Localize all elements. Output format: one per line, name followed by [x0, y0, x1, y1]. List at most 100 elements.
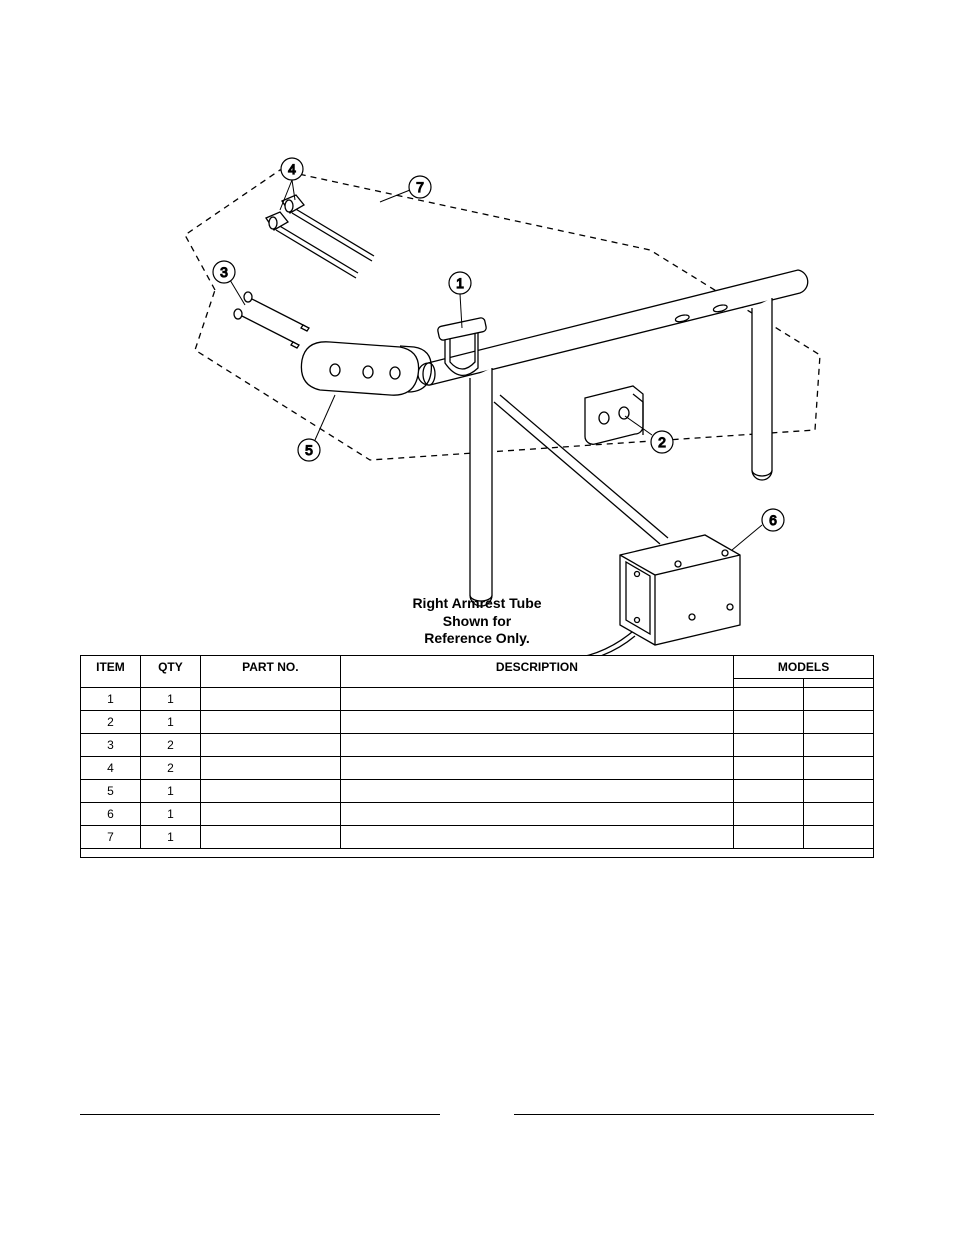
cell-b — [804, 757, 874, 780]
bolts-4 — [266, 195, 374, 278]
cell-item: 6 — [81, 803, 141, 826]
bolt-4a-shaft — [276, 225, 358, 278]
th-models: MODELS — [734, 656, 874, 679]
screw-3b-shaft — [250, 298, 305, 326]
cell-desc — [340, 711, 733, 734]
box-topscrew-1 — [675, 561, 681, 567]
cell-b — [804, 803, 874, 826]
th-part: PART NO. — [200, 656, 340, 688]
cell-part — [200, 803, 340, 826]
screws-3 — [234, 292, 309, 348]
callout-6-label: 6 — [769, 512, 777, 528]
plate-5 — [301, 342, 418, 395]
cell-b — [804, 734, 874, 757]
cell-a — [734, 826, 804, 849]
cell-item: 1 — [81, 688, 141, 711]
cell-part — [200, 780, 340, 803]
table-row: 3 2 — [81, 734, 874, 757]
th-item: ITEM — [81, 656, 141, 688]
parts-table-body: 1 1 2 1 3 2 — [81, 688, 874, 858]
box-topscrew-2 — [722, 550, 728, 556]
cell-desc — [340, 734, 733, 757]
bolt-4b-hex — [285, 200, 293, 212]
th-model-b — [804, 679, 874, 688]
callout-1: 1 — [449, 272, 471, 294]
cell-qty: 1 — [140, 803, 200, 826]
plate-5-body — [301, 342, 418, 395]
callout-7: 7 — [409, 176, 431, 198]
cell-a — [734, 780, 804, 803]
cell-part — [200, 711, 340, 734]
table-row: 1 1 — [81, 688, 874, 711]
bolt-4b-shaft — [292, 208, 374, 261]
callout-2-label: 2 — [658, 434, 666, 450]
cell-item: 2 — [81, 711, 141, 734]
cell-a — [734, 711, 804, 734]
callout-5-label: 5 — [305, 442, 313, 458]
callout-3-label: 3 — [220, 264, 228, 280]
screw-3a-head — [234, 309, 242, 319]
parts-table: ITEM QTY PART NO. DESCRIPTION MODELS 1 1 — [80, 655, 874, 858]
right-post — [752, 298, 772, 480]
caption-line-2: Shown for — [443, 613, 511, 629]
cell-a — [734, 734, 804, 757]
table-note — [81, 849, 874, 858]
callout-4-label: 4 — [288, 161, 296, 177]
table-row: 6 1 — [81, 803, 874, 826]
screw-3a-tip — [291, 342, 299, 348]
cell-item: 7 — [81, 826, 141, 849]
cell-desc — [340, 826, 733, 849]
cell-item: 3 — [81, 734, 141, 757]
cell-a — [734, 757, 804, 780]
screw-3a — [234, 309, 299, 348]
cell-desc — [340, 780, 733, 803]
th-desc: DESCRIPTION — [340, 656, 733, 688]
callout-5: 5 — [298, 439, 320, 461]
cell-part — [200, 826, 340, 849]
callout-1-label: 1 — [456, 275, 464, 291]
callout-3: 3 — [213, 261, 235, 283]
bolt-4b — [282, 195, 374, 261]
plate-5-hole-1 — [330, 364, 340, 376]
th-qty: QTY — [140, 656, 200, 688]
cell-desc — [340, 803, 733, 826]
callout-7-label: 7 — [416, 179, 424, 195]
screw-3b-tip — [301, 325, 309, 331]
screw-3a-shaft — [240, 315, 295, 343]
callout-4: 4 — [281, 158, 303, 180]
parts-table-head: ITEM QTY PART NO. DESCRIPTION MODELS — [81, 656, 874, 688]
cell-a — [734, 803, 804, 826]
cell-qty: 1 — [140, 826, 200, 849]
tube-endcap — [423, 363, 435, 385]
bracket-2 — [585, 386, 643, 444]
cell-a — [734, 688, 804, 711]
table-row: 5 1 — [81, 780, 874, 803]
callout-2: 2 — [651, 431, 673, 453]
cell-b — [804, 780, 874, 803]
table-note-row — [81, 849, 874, 858]
cell-qty: 1 — [140, 780, 200, 803]
table-row: 7 1 — [81, 826, 874, 849]
left-post — [470, 368, 492, 606]
cell-item: 5 — [81, 780, 141, 803]
table-row: 4 2 — [81, 757, 874, 780]
diagram-caption: Right Armrest Tube Shown for Reference O… — [80, 595, 874, 648]
footer-rule-left — [80, 1114, 440, 1115]
diagram-panel: 1 2 3 4 5 — [80, 120, 874, 670]
cell-item: 4 — [81, 757, 141, 780]
plate-5-hole-2 — [363, 366, 373, 378]
cell-desc — [340, 688, 733, 711]
cell-qty: 1 — [140, 711, 200, 734]
diagram-svg: 1 2 3 4 5 — [80, 120, 874, 670]
leader-5 — [315, 395, 335, 440]
caption-line-1: Right Armrest Tube — [412, 595, 541, 611]
th-model-a — [734, 679, 804, 688]
cell-part — [200, 734, 340, 757]
cell-b — [804, 711, 874, 734]
cell-part — [200, 757, 340, 780]
leader-6 — [732, 525, 762, 550]
callout-6: 6 — [762, 509, 784, 531]
caption-line-3: Reference Only. — [424, 630, 530, 646]
screw-3b-head — [244, 292, 252, 302]
screw-3b — [244, 292, 309, 331]
